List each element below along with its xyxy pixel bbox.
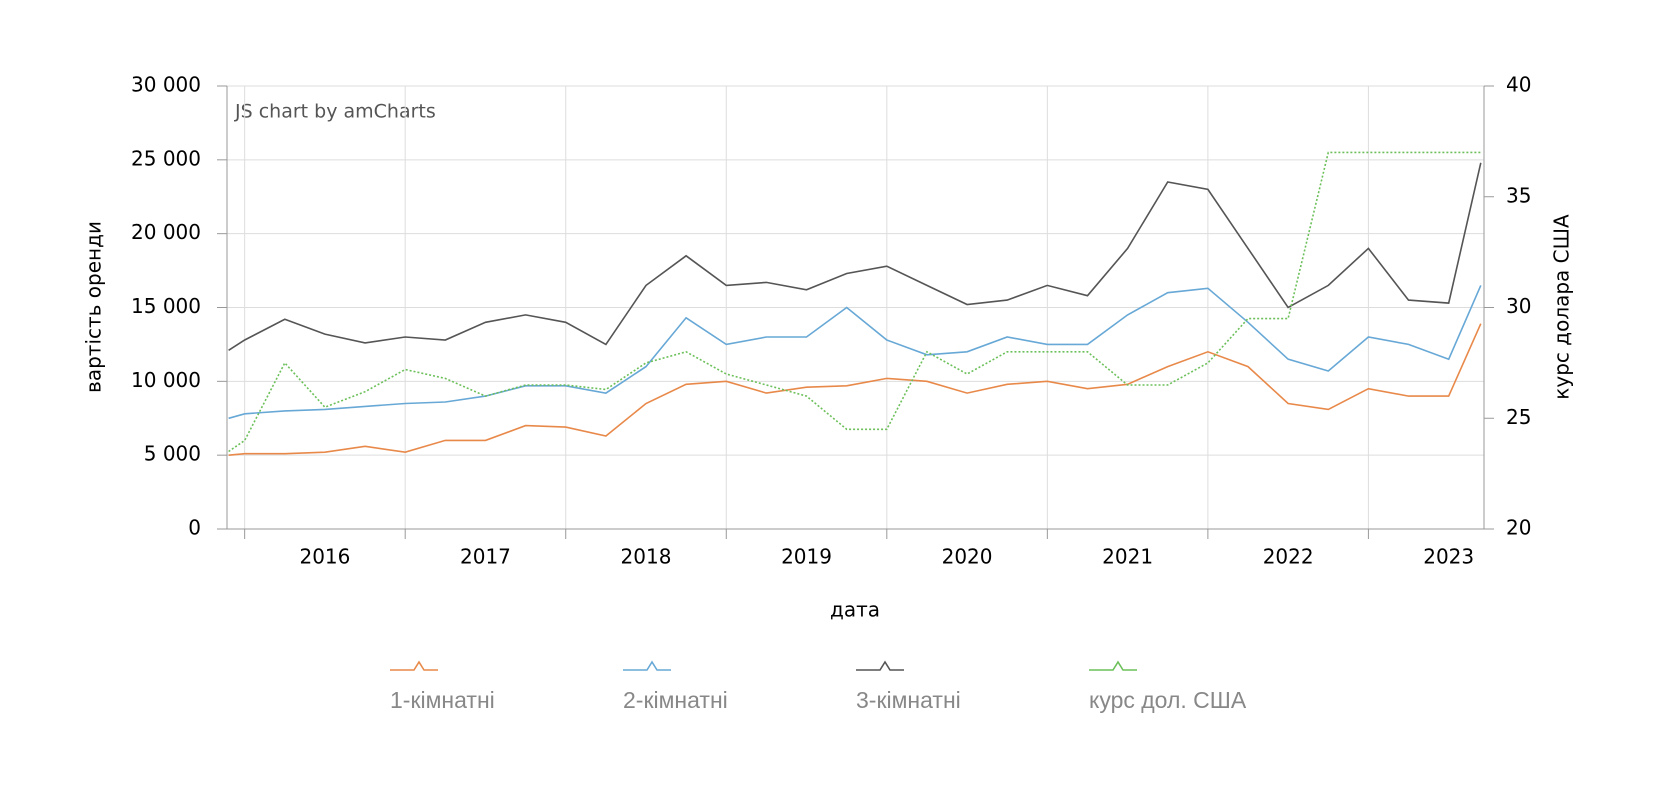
y-tick-label: 0 (188, 516, 201, 540)
legend-swatch (623, 660, 671, 671)
y-tick-label: 10 000 (131, 368, 201, 392)
y-tick-label: 20 000 (131, 220, 201, 244)
y2-tick-label: 35 (1506, 183, 1531, 207)
series-line (228, 162, 1482, 351)
y2-tick-label: 25 (1506, 405, 1531, 429)
y-tick-label: 15 000 (131, 294, 201, 318)
y-axis-title: вартість оренди (82, 221, 106, 393)
legend-label: 1-кімнатні (390, 687, 495, 713)
legend-swatch (1089, 660, 1137, 671)
y-tick-label: 25 000 (131, 146, 201, 170)
x-tick-label: 2020 (942, 545, 993, 569)
legend-label: курс дол. США (1089, 687, 1247, 713)
x-tick-label: 2016 (299, 545, 350, 569)
x-tick-label: 2023 (1423, 545, 1474, 569)
y-tick-label: 30 000 (131, 73, 201, 97)
legend-label: 2-кімнатні (623, 687, 728, 713)
x-tick-label: 2019 (781, 545, 832, 569)
y2-tick-label: 40 (1506, 73, 1531, 97)
y2-tick-label: 30 (1506, 294, 1531, 318)
series-line (228, 151, 1481, 453)
y2-tick-label: 20 (1506, 516, 1531, 540)
watermark: JS chart by amCharts (234, 101, 436, 123)
x-tick-label: 2022 (1263, 545, 1314, 569)
legend-swatch (390, 660, 438, 671)
series-line (228, 323, 1482, 456)
series-line (228, 285, 1482, 420)
x-tick-label: 2018 (621, 545, 672, 569)
x-axis-title: дата (830, 598, 880, 622)
legend-swatch (856, 660, 904, 671)
x-tick-label: 2017 (460, 545, 511, 569)
y-tick-label: 5 000 (144, 442, 201, 466)
legend-label: 3-кімнатні (856, 687, 961, 713)
x-tick-label: 2021 (1102, 545, 1153, 569)
y2-axis-title: курс долара США (1550, 214, 1574, 400)
